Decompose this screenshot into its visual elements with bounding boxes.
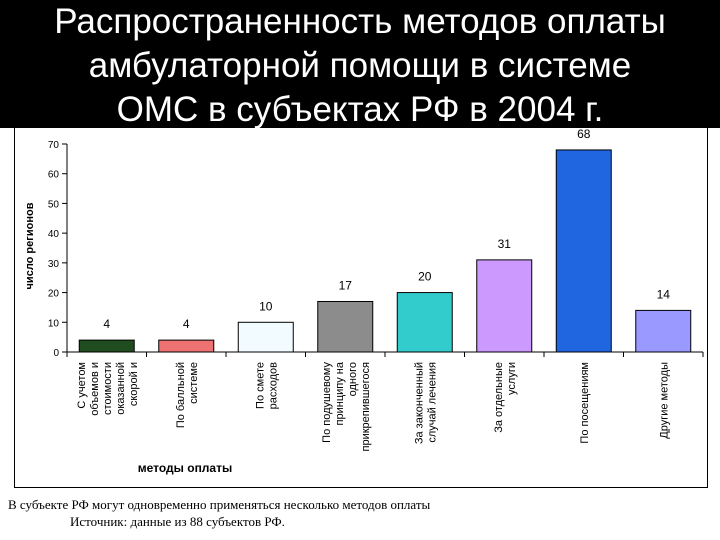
footnote-source: Источник: данные из 88 субъектов РФ. xyxy=(70,514,285,529)
bar xyxy=(476,259,533,353)
bar-value-label: 17 xyxy=(339,278,353,292)
y-tick-label: 60 xyxy=(48,170,60,181)
bar xyxy=(635,309,692,353)
title-line-2: амбулаторной помощи в системе xyxy=(88,46,632,85)
x-category-label: С учетом объемов и стоимости оказанной скоро… xyxy=(76,362,140,416)
x-category-label: По подушевому принципу на одного прикрепивш… xyxy=(321,361,372,451)
y-tick-label: 20 xyxy=(48,289,60,300)
bar-value-label: 31 xyxy=(498,237,512,251)
x-category-label: По посещениям xyxy=(579,362,591,444)
x-tick-label-line: прикрепившегося xyxy=(360,362,372,452)
bar xyxy=(237,321,294,353)
x-tick-label-line: скорой и xyxy=(128,362,140,406)
x-tick-label-line: случай лечения xyxy=(426,362,438,443)
x-category-label: По балльной системе xyxy=(175,362,200,428)
footnote-line-1: В субъекте РФ могут одновременно применя… xyxy=(8,497,431,512)
x-category-label: Другие методы xyxy=(658,362,670,439)
y-tick-label: 40 xyxy=(48,229,60,240)
bar-value-label: 4 xyxy=(103,317,110,331)
y-tick-label: 0 xyxy=(53,348,59,359)
x-tick-label-line: объемов и xyxy=(89,362,101,416)
bar xyxy=(555,149,612,353)
x-tick-label-line: По подушевому xyxy=(321,362,333,443)
bar-value-label: 68 xyxy=(577,128,591,141)
y-axis-label: число регионов xyxy=(24,202,36,289)
x-tick-label-line: принципу на xyxy=(334,361,346,425)
bar xyxy=(158,339,215,353)
x-axis-label: методы оплаты xyxy=(138,461,232,475)
x-tick-label-line: По посещениям xyxy=(579,362,591,444)
title-line-3: ОМС в субъектах РФ в 2004 г. xyxy=(116,90,604,129)
chart-frame: 0 10 20 30 40 50 60 70 4 4 10 17 20 31 68 14 С учетом о… xyxy=(14,127,708,488)
bar xyxy=(317,300,374,353)
bar xyxy=(396,292,453,353)
y-tick-label: 70 xyxy=(48,140,60,151)
x-tick-label-line: стоимости xyxy=(102,362,114,415)
bar-value-label: 4 xyxy=(183,317,190,331)
y-tick-label: 50 xyxy=(48,199,60,210)
title-bar: Распространенность методов оплаты амбула… xyxy=(0,0,720,129)
x-tick-label-line: Другие методы xyxy=(658,362,670,439)
x-category-label: За отдельные услуги xyxy=(493,362,518,433)
x-category-label: По смете расходов xyxy=(254,362,279,410)
x-tick-label-line: С учетом xyxy=(76,362,88,409)
x-tick-label-line: По балльной xyxy=(175,362,187,428)
footnote: В субъекте РФ могут одновременно применя… xyxy=(8,496,430,530)
x-tick-label-line: расходов xyxy=(267,362,279,410)
x-tick-label-line: оказанной xyxy=(115,362,127,415)
bar-value-label: 10 xyxy=(259,299,273,313)
x-tick-labels: С учетом объемов и стоимости оказанной скоро… xyxy=(76,361,671,451)
y-tick-label: 10 xyxy=(48,318,60,329)
bars: 4 4 10 17 20 31 68 14 xyxy=(78,127,692,353)
x-tick-label-line: За законченный xyxy=(413,362,425,444)
bar-value-label: 20 xyxy=(418,270,432,284)
x-tick-label-line: услуги xyxy=(506,362,518,395)
title-line-1: Распространенность методов оплаты xyxy=(54,2,666,41)
bar xyxy=(78,339,135,353)
x-tick-label-line: системе xyxy=(188,362,200,404)
x-category-label: За законченный случай лечения xyxy=(413,362,438,444)
x-tick-label-line: одного xyxy=(347,362,359,396)
bar-value-label: 14 xyxy=(657,287,671,301)
x-tick-label-line: За отдельные xyxy=(493,362,505,433)
y-tick-label: 30 xyxy=(48,259,60,270)
x-tick-label-line: По смете xyxy=(254,362,266,409)
